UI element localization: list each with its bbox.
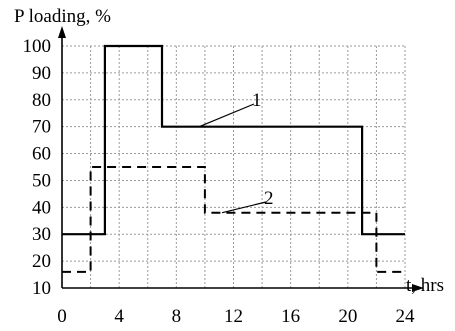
y-axis-label: P loading, % bbox=[14, 6, 111, 27]
y-tick-label-40: 40 bbox=[32, 197, 51, 218]
x-tick-label-20: 20 bbox=[338, 306, 357, 327]
series-2-leader-line bbox=[221, 201, 267, 214]
x-tick-label-4: 4 bbox=[114, 306, 124, 327]
y-tick-label-70: 70 bbox=[32, 117, 51, 138]
y-tick-label-30: 30 bbox=[32, 224, 51, 245]
y-tick-label-50: 50 bbox=[32, 170, 51, 191]
y-tick-label-90: 90 bbox=[32, 63, 51, 84]
x-tick-label-12: 12 bbox=[224, 306, 243, 327]
y-tick-label-10: 10 bbox=[32, 278, 51, 299]
series-labels: 1 2 bbox=[198, 90, 274, 214]
series-1-line bbox=[62, 44, 405, 236]
y-axis-arrow bbox=[58, 26, 66, 38]
series-2-label: 2 bbox=[264, 188, 274, 209]
y-tick-label-100: 100 bbox=[23, 36, 52, 57]
x-tick-label-16: 16 bbox=[281, 306, 300, 327]
y-tick-label-80: 80 bbox=[32, 90, 51, 111]
series-1-leader-line bbox=[198, 103, 255, 128]
series-1-label: 1 bbox=[252, 90, 262, 111]
y-tick-label-60: 60 bbox=[32, 144, 51, 165]
x-axis-label: t, hrs bbox=[406, 275, 444, 296]
series-2-line bbox=[62, 166, 405, 273]
y-tick-label-20: 20 bbox=[32, 251, 51, 272]
x-tick-label-24: 24 bbox=[396, 306, 416, 327]
series bbox=[62, 44, 405, 273]
x-tick-label-0: 0 bbox=[57, 306, 67, 327]
x-axis-arrow bbox=[412, 284, 424, 292]
axes bbox=[58, 26, 424, 292]
x-tick-label-8: 8 bbox=[172, 306, 182, 327]
